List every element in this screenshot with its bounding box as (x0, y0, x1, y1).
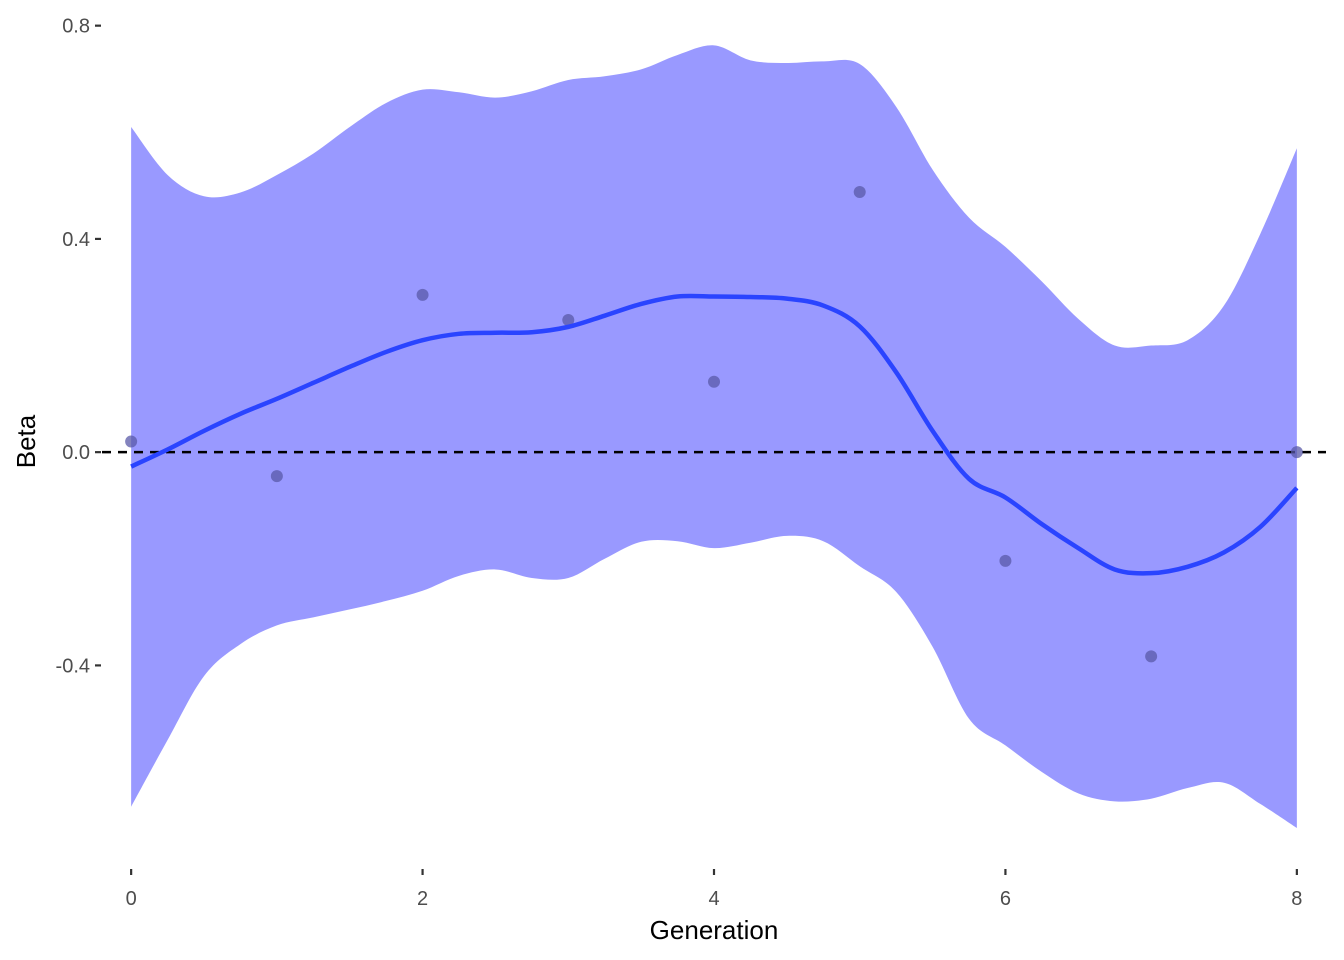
data-point (853, 185, 866, 198)
confidence-ribbon (131, 45, 1297, 829)
x-tick-label: 6 (1000, 888, 1011, 910)
x-tick-label: 0 (126, 888, 137, 910)
data-point (708, 375, 720, 388)
y-tick-label: 0.0 (62, 442, 90, 464)
data-point (270, 470, 283, 483)
smooth-line-layer (130, 293, 1299, 576)
y-tick-label: 0.4 (62, 229, 90, 251)
data-point (999, 554, 1012, 567)
x-axis: 0 2 4 6 8 (126, 869, 1302, 910)
y-axis-title: Beta (11, 414, 41, 468)
y-tick-label: -0.4 (56, 655, 90, 677)
data-point (1290, 446, 1303, 459)
data-point (416, 288, 429, 301)
points-layer (125, 185, 1303, 663)
data-point (125, 435, 138, 448)
ribbon-layer (131, 45, 1297, 829)
x-tick-label: 8 (1291, 888, 1302, 910)
smooth-line (130, 293, 1299, 576)
y-axis: -0.4 0.0 0.4 0.8 (56, 16, 101, 677)
x-tick-label: 4 (708, 888, 719, 910)
x-axis-title: Generation (650, 915, 779, 945)
y-tick-label: 0.8 (62, 16, 90, 38)
data-point (562, 313, 575, 326)
x-tick-label: 2 (417, 888, 428, 910)
data-point (1145, 650, 1158, 663)
